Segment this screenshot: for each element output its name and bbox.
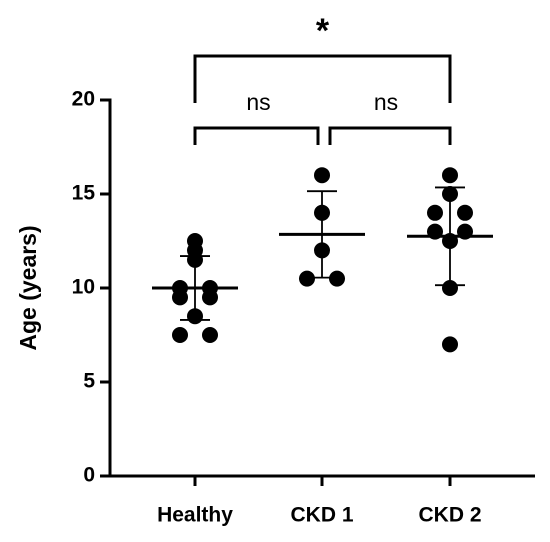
dot [314,242,330,259]
dot [299,270,315,287]
x-tick-label: Healthy [157,504,233,527]
dot [187,251,203,268]
dot [457,204,473,221]
dot [202,289,218,306]
dot [187,308,203,325]
dot [329,270,345,287]
y-tick-label: 15 [72,182,96,205]
dot [172,327,188,343]
dot [314,167,330,184]
dot [442,167,458,184]
significance-bracket [328,126,452,145]
dot [442,336,458,353]
y-tick-label: 10 [72,276,95,299]
dot [202,327,218,343]
y-tick-label: 5 [83,370,95,393]
dot [442,186,458,202]
x-tick-label: CKD 2 [418,504,481,527]
y-tick-label: 0 [83,464,95,487]
significance-label: ns [246,89,270,115]
significance-label: * [316,12,330,50]
significance-bracket [193,126,320,145]
dot [172,289,188,306]
dot [427,204,443,221]
y-tick-label: 20 [72,88,95,111]
significance-label: ns [374,89,398,115]
dot [314,204,330,221]
significance-bracket [193,54,452,103]
dot [442,280,458,296]
x-tick-label: CKD 1 [290,504,353,527]
y-axis-label: Age (years) [15,225,41,350]
